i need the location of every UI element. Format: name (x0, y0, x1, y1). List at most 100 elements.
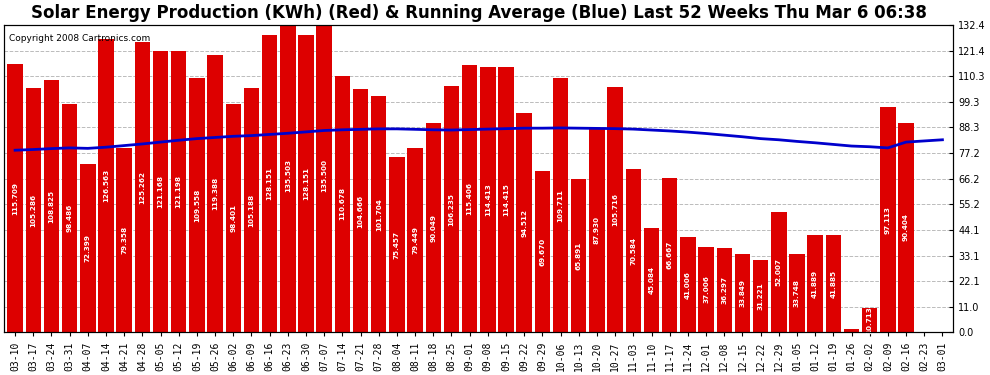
Bar (262, 35, 277, 332)
Bar (444, 86, 459, 332)
Bar (298, 35, 314, 332)
Bar (589, 128, 605, 332)
Bar (698, 246, 714, 332)
Bar (207, 56, 223, 332)
Text: 101.704: 101.704 (376, 198, 382, 231)
Text: 90.404: 90.404 (903, 214, 909, 242)
Bar (498, 67, 514, 332)
Bar (517, 113, 532, 332)
Bar (171, 51, 186, 332)
Bar (571, 180, 586, 332)
Bar (771, 212, 786, 332)
Bar (752, 260, 768, 332)
Text: 109.711: 109.711 (557, 189, 563, 222)
Text: 121.198: 121.198 (176, 175, 182, 208)
Bar (662, 178, 677, 332)
Text: 128.151: 128.151 (303, 167, 309, 200)
Text: 115.709: 115.709 (12, 182, 18, 214)
Bar (371, 96, 386, 332)
Text: 94.512: 94.512 (521, 209, 528, 237)
Bar (426, 123, 441, 332)
Bar (626, 169, 642, 332)
Text: 121.168: 121.168 (157, 175, 163, 208)
Text: 90.049: 90.049 (431, 214, 437, 242)
Bar (135, 42, 150, 332)
Bar (843, 329, 859, 332)
Text: 110.678: 110.678 (340, 188, 346, 220)
Text: 31.221: 31.221 (757, 282, 763, 310)
Text: 114.413: 114.413 (485, 183, 491, 216)
Text: 52.007: 52.007 (776, 258, 782, 286)
Text: 104.666: 104.666 (357, 194, 363, 228)
Text: 87.930: 87.930 (594, 216, 600, 244)
Text: 119.388: 119.388 (212, 177, 218, 210)
Bar (26, 88, 41, 332)
Bar (98, 39, 114, 332)
Text: 37.006: 37.006 (703, 276, 709, 303)
Text: 72.399: 72.399 (85, 234, 91, 262)
Bar (735, 254, 750, 332)
Text: 105.188: 105.188 (248, 194, 254, 227)
Text: 114.415: 114.415 (503, 183, 509, 216)
Bar (862, 308, 877, 332)
Bar (244, 88, 259, 332)
Bar (389, 157, 405, 332)
Text: 70.584: 70.584 (631, 237, 637, 264)
Text: 69.670: 69.670 (540, 237, 545, 266)
Bar (552, 78, 568, 332)
Text: 115.406: 115.406 (466, 182, 472, 215)
Text: 45.084: 45.084 (648, 266, 654, 294)
Bar (44, 80, 59, 332)
Bar (880, 107, 896, 332)
Text: 65.891: 65.891 (576, 242, 582, 270)
Bar (152, 51, 168, 332)
Text: 125.262: 125.262 (140, 171, 146, 204)
Text: 75.457: 75.457 (394, 231, 400, 259)
Bar (280, 18, 296, 332)
Text: 135.500: 135.500 (321, 159, 328, 192)
Text: 10.713: 10.713 (866, 306, 873, 334)
Text: Copyright 2008 Cartronics.com: Copyright 2008 Cartronics.com (9, 34, 150, 44)
Bar (535, 171, 550, 332)
Bar (808, 235, 823, 332)
Text: 128.151: 128.151 (266, 167, 272, 200)
Text: 79.358: 79.358 (121, 226, 127, 254)
Bar (335, 75, 350, 332)
Bar (62, 104, 77, 332)
Text: 98.486: 98.486 (66, 204, 72, 232)
Text: 41.006: 41.006 (685, 271, 691, 299)
Text: 79.449: 79.449 (412, 226, 418, 254)
Bar (317, 18, 332, 332)
Bar (789, 254, 805, 332)
Bar (480, 67, 496, 332)
Bar (680, 237, 696, 332)
Bar (226, 104, 241, 332)
Text: 33.849: 33.849 (740, 279, 745, 307)
Title: Solar Energy Production (KWh) (Red) & Running Average (Blue) Last 52 Weeks Thu M: Solar Energy Production (KWh) (Red) & Ru… (31, 4, 927, 22)
Bar (189, 78, 205, 332)
Bar (7, 64, 23, 332)
Text: 36.297: 36.297 (722, 276, 728, 304)
Bar (644, 228, 659, 332)
Bar (408, 148, 423, 332)
Text: 126.563: 126.563 (103, 169, 109, 202)
Bar (117, 148, 132, 332)
Bar (898, 123, 914, 332)
Text: 105.716: 105.716 (612, 193, 618, 226)
Bar (717, 248, 732, 332)
Bar (608, 87, 623, 332)
Text: 33.748: 33.748 (794, 279, 800, 307)
Text: 66.667: 66.667 (666, 241, 672, 269)
Text: 41.885: 41.885 (831, 270, 837, 298)
Bar (462, 64, 477, 332)
Text: 109.558: 109.558 (194, 189, 200, 222)
Text: 41.889: 41.889 (812, 270, 818, 298)
Bar (352, 90, 368, 332)
Bar (80, 164, 96, 332)
Text: 135.503: 135.503 (285, 159, 291, 192)
Text: 108.825: 108.825 (49, 190, 54, 223)
Text: 97.113: 97.113 (885, 206, 891, 234)
Text: 98.401: 98.401 (231, 204, 237, 232)
Bar (826, 235, 842, 332)
Text: 106.235: 106.235 (448, 193, 454, 226)
